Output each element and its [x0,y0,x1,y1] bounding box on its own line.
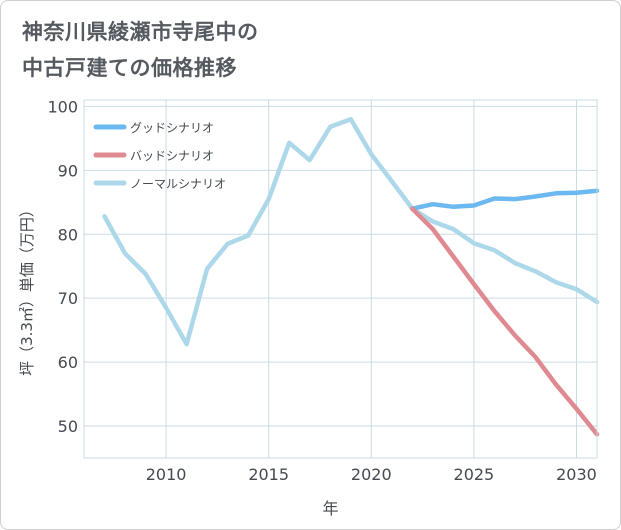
chart-title: 神奈川県綾瀬市寺尾中の 中古戸建ての価格推移 [22,14,582,86]
y-tick-label: 90 [58,161,78,180]
series-line-0 [410,188,600,211]
y-tick-label: 70 [58,289,78,308]
y-axis-label: 坪（3.3㎡）単価（万円） [18,202,36,376]
y-tick-label: 50 [58,417,78,436]
x-axis-label: 年 [322,499,338,518]
title-line-2: 中古戸建ての価格推移 [22,56,237,80]
y-tick-label: 100 [47,97,78,116]
series-line-1 [410,206,600,437]
series-lines [102,116,600,437]
plot-border [83,99,598,459]
grid-lines [84,100,597,458]
legend-label: バッドシナリオ [130,149,214,163]
x-tick-label: 2025 [454,465,495,484]
x-tick-label: 2030 [556,465,597,484]
tick-labels: 50 60 70 80 90 100 2010 2015 2020 2025 2030 [47,97,596,484]
x-tick-label: 2020 [351,465,392,484]
x-tick-label: 2015 [248,465,289,484]
plot-frame [83,99,598,459]
y-tick-label: 80 [58,225,78,244]
y-tick-label: 60 [58,353,78,372]
x-tick-label: 2010 [146,465,187,484]
legend-label: ノーマルシナリオ [130,177,226,191]
series-line-2 [102,116,600,347]
title-line-1: 神奈川県綾瀬市寺尾中の [22,20,259,44]
legend-label: グッドシナリオ [130,121,214,135]
